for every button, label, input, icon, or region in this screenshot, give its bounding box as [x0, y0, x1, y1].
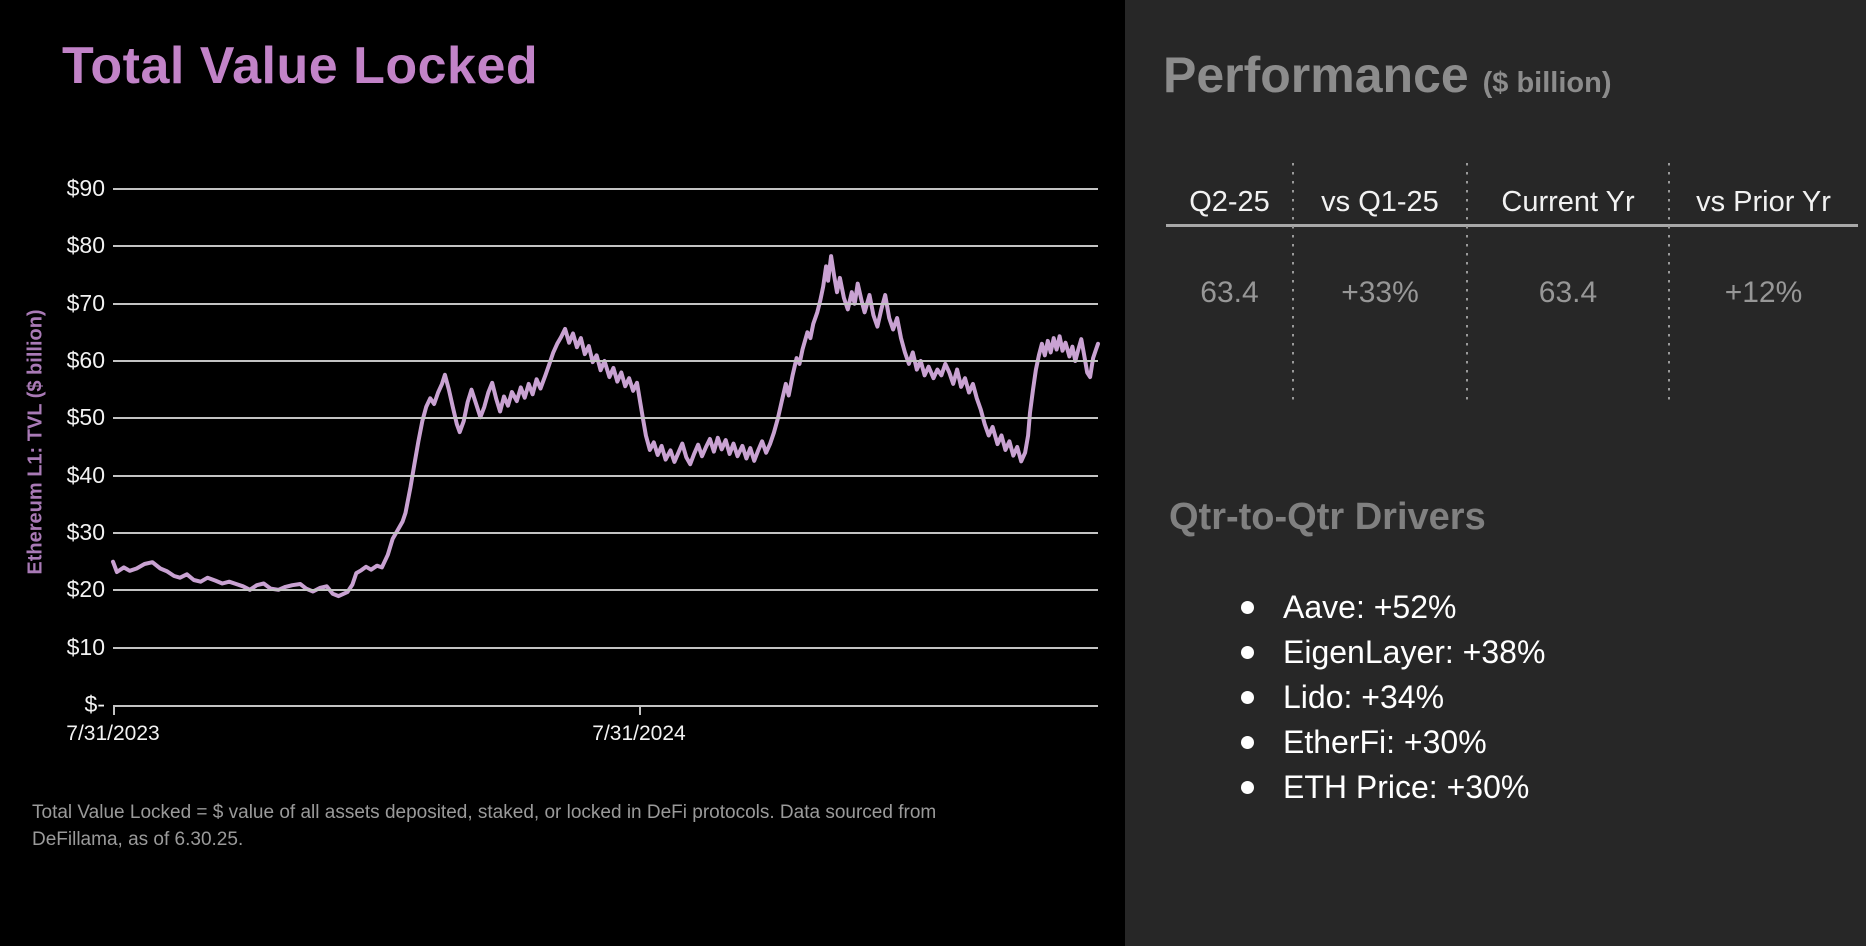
page-title: Total Value Locked: [62, 37, 539, 95]
gridline: [113, 589, 1098, 592]
table-column-separator: [1466, 163, 1468, 403]
performance-heading: Performance ($ billion): [1163, 46, 1611, 104]
tvl-line-chart: [111, 188, 1100, 705]
bullet-icon: [1241, 736, 1254, 749]
y-tick-label: $10: [66, 633, 105, 660]
x-tick-label: 7/31/2024: [592, 722, 686, 745]
gridline: [113, 532, 1098, 534]
bullet-icon: [1241, 781, 1254, 794]
y-tick-label: $20: [66, 576, 105, 603]
gridline: [113, 245, 1098, 248]
bullet-icon: [1241, 601, 1254, 614]
y-tick-label: $90: [66, 175, 105, 201]
table-header-vs-q1-25: vs Q1-25: [1321, 186, 1439, 218]
drivers-heading: Qtr-to-Qtr Drivers: [1169, 496, 1486, 538]
x-tick-label: 7/31/2023: [66, 722, 160, 745]
performance-panel: Performance ($ billion) Q2-25 vs Q1-25 C…: [1125, 0, 1866, 946]
table-value-q2-25: 63.4: [1200, 276, 1259, 309]
table-value-vs-q1-25: +33%: [1341, 276, 1419, 309]
driver-item-eth-price: ETH Price: +30%: [1241, 765, 1545, 810]
gridline: [113, 360, 1098, 362]
driver-item-etherfi: EtherFi: +30%: [1241, 720, 1545, 765]
x-tick-mark: [638, 707, 641, 715]
performance-heading-text: Performance: [1163, 47, 1469, 103]
y-tick-label: $80: [66, 232, 105, 259]
y-tick-label: $70: [66, 289, 105, 316]
table-value-vs-prior-yr: +12%: [1724, 276, 1803, 309]
y-tick-label: $30: [66, 519, 105, 545]
table-column-separator: [1292, 163, 1294, 403]
driver-item-eigenlayer: EigenLayer: +38%: [1241, 630, 1545, 675]
tvl-chart-svg: [111, 254, 1100, 599]
bullet-icon: [1241, 691, 1254, 704]
y-tick-label: $40: [66, 461, 105, 488]
performance-heading-unit: ($ billion): [1482, 67, 1612, 99]
gridline: [113, 188, 1098, 190]
gridline: [113, 474, 1098, 477]
table-column-separator: [1668, 163, 1670, 403]
gridline: [113, 646, 1098, 649]
table-value-current-yr: 63.4: [1538, 276, 1598, 309]
chart-footnote: Total Value Locked = $ value of all asse…: [32, 800, 982, 853]
driver-item-lido: Lido: +34%: [1241, 675, 1545, 720]
table-header-q2-25: Q2-25: [1189, 186, 1270, 218]
table-header-underline: [1166, 224, 1858, 227]
gridline: [113, 302, 1098, 305]
table-header-current-yr: Current Yr: [1501, 186, 1635, 218]
drivers-list: Aave: +52% EigenLayer: +38% Lido: +34% E…: [1241, 585, 1545, 810]
driver-item-aave: Aave: +52%: [1241, 585, 1545, 630]
tvl-series-line: [111, 254, 1100, 599]
x-tick-mark: [113, 707, 115, 715]
y-tick-label: $-: [84, 691, 105, 717]
table-header-vs-prior-yr: vs Prior Yr: [1696, 186, 1831, 218]
x-axis-line: [113, 705, 1098, 707]
bullet-icon: [1241, 646, 1254, 659]
y-tick-label: $60: [66, 347, 105, 373]
tvl-chart-panel: Total Value Locked Ethereum L1: TVL ($ b…: [24, 37, 1100, 853]
y-tick-label: $50: [66, 404, 105, 431]
performance-table: Q2-25 vs Q1-25 Current Yr vs Prior Yr 63…: [1166, 160, 1858, 420]
footnote-line-1: Total Value Locked = $ value of all asse…: [32, 802, 937, 823]
gridline: [113, 417, 1098, 420]
footnote-line-2: DeFillama, as of 6.30.25.: [32, 828, 244, 850]
